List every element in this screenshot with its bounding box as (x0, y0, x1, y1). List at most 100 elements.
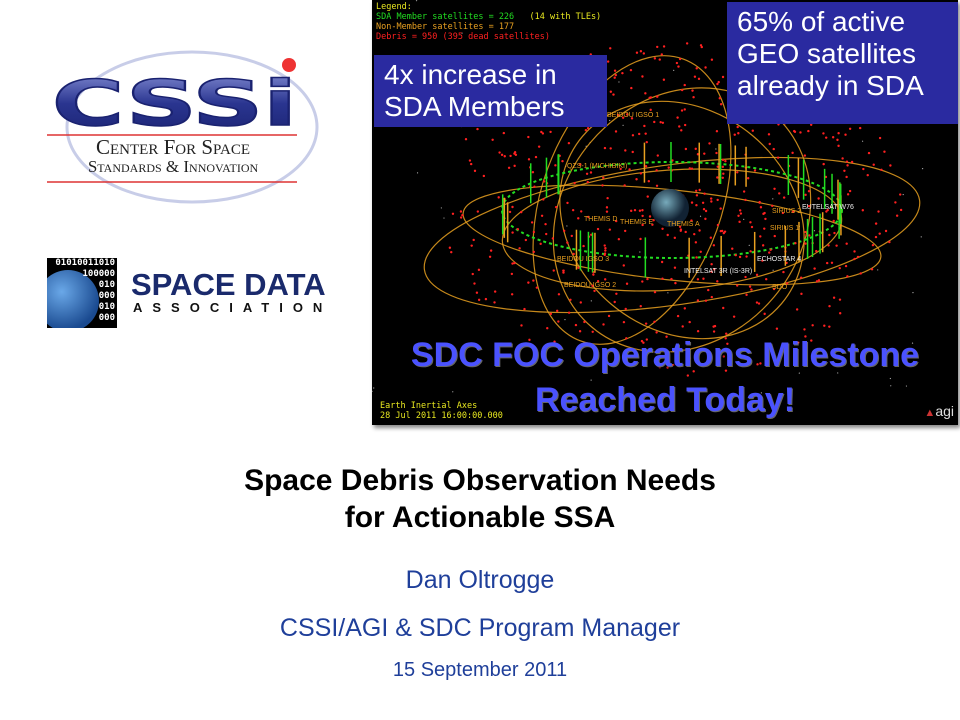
debris-point (509, 154, 512, 158)
debris-point (750, 225, 754, 229)
debris-point (738, 220, 741, 224)
debris-point (666, 233, 669, 237)
orbit-path (462, 184, 882, 286)
debris-point (695, 204, 698, 207)
debris-point (846, 275, 849, 278)
orbit-visualization: Legend: SDA Member satellites = 226 (14 … (372, 0, 958, 425)
debris-point (584, 128, 588, 132)
debris-point (709, 236, 713, 239)
star (920, 236, 922, 238)
debris-point (695, 189, 698, 193)
debris-point (690, 201, 694, 204)
debris-point (803, 154, 807, 157)
star (373, 387, 375, 389)
cssi-logo-graphic: CSSi (47, 50, 319, 204)
debris-point (710, 295, 713, 299)
debris-point (477, 298, 481, 302)
debris-point (688, 167, 691, 170)
debris-point (684, 147, 688, 151)
debris-point (838, 312, 842, 315)
agi-brand: agi (935, 403, 954, 419)
debris-point (475, 291, 479, 294)
star (760, 392, 762, 394)
debris-point (615, 292, 618, 295)
debris-point (631, 134, 635, 137)
debris-point (659, 120, 662, 124)
debris-point (670, 277, 673, 281)
sda-line1: SPACE DATA (131, 267, 326, 302)
debris-point (866, 173, 869, 177)
debris-point (803, 328, 806, 331)
debris-point (712, 330, 716, 333)
debris-point (767, 133, 771, 136)
debris-point (603, 146, 607, 150)
star (590, 300, 592, 302)
debris-point (589, 171, 593, 174)
debris-point (666, 366, 669, 369)
debris-point (631, 150, 634, 154)
debris-point (491, 138, 494, 141)
debris-point (684, 230, 687, 234)
debris-point (644, 165, 648, 168)
debris-point (880, 168, 883, 172)
binary-row: 010 (98, 302, 115, 312)
debris-point (874, 235, 878, 239)
debris-point (528, 338, 531, 342)
debris-point (586, 127, 590, 130)
debris-point (737, 214, 740, 217)
debris-point (827, 244, 830, 247)
debris-point (641, 280, 644, 283)
debris-point (673, 266, 677, 269)
debris-point (625, 282, 629, 285)
debris-point (794, 241, 797, 245)
debris-point (639, 304, 642, 308)
debris-point (750, 288, 753, 291)
debris-point (542, 180, 546, 183)
debris-point (683, 108, 686, 111)
star (673, 69, 675, 71)
debris-point (609, 147, 612, 150)
agi-logo: ▲agi (924, 403, 954, 419)
debris-point (493, 301, 496, 304)
debris-point (674, 281, 677, 285)
debris-point (549, 312, 553, 316)
debris-point (534, 155, 538, 159)
star (921, 168, 924, 170)
debris-point (621, 116, 625, 119)
debris-point (518, 247, 521, 250)
debris-point (459, 216, 463, 219)
debris-point (699, 250, 702, 253)
star (461, 32, 463, 34)
debris-point (858, 126, 862, 130)
debris-point (557, 293, 561, 296)
debris-point (846, 193, 850, 196)
debris-point (498, 151, 501, 154)
debris-point (899, 208, 903, 212)
debris-point (768, 142, 771, 146)
debris-point (695, 256, 698, 259)
debris-point (653, 57, 657, 60)
debris-point (828, 325, 831, 328)
debris-point (513, 164, 516, 168)
debris-point (756, 363, 759, 366)
debris-point (807, 129, 810, 133)
debris-point (724, 337, 727, 340)
debris-point (732, 315, 736, 318)
slide-title: Space Debris Observation Needs for Actio… (0, 462, 960, 536)
debris-point (745, 255, 748, 258)
debris-point (643, 124, 646, 128)
debris-point (660, 260, 664, 264)
debris-point (722, 231, 726, 235)
debris-point (541, 132, 545, 135)
star (436, 347, 438, 349)
star (415, 0, 418, 2)
debris-point (703, 192, 706, 195)
debris-point (765, 278, 768, 281)
debris-point (577, 217, 580, 220)
debris-point (742, 190, 746, 193)
star (372, 390, 373, 392)
debris-point (861, 209, 865, 212)
debris-point (573, 181, 576, 185)
debris-point (772, 287, 776, 291)
debris-point (527, 158, 531, 161)
